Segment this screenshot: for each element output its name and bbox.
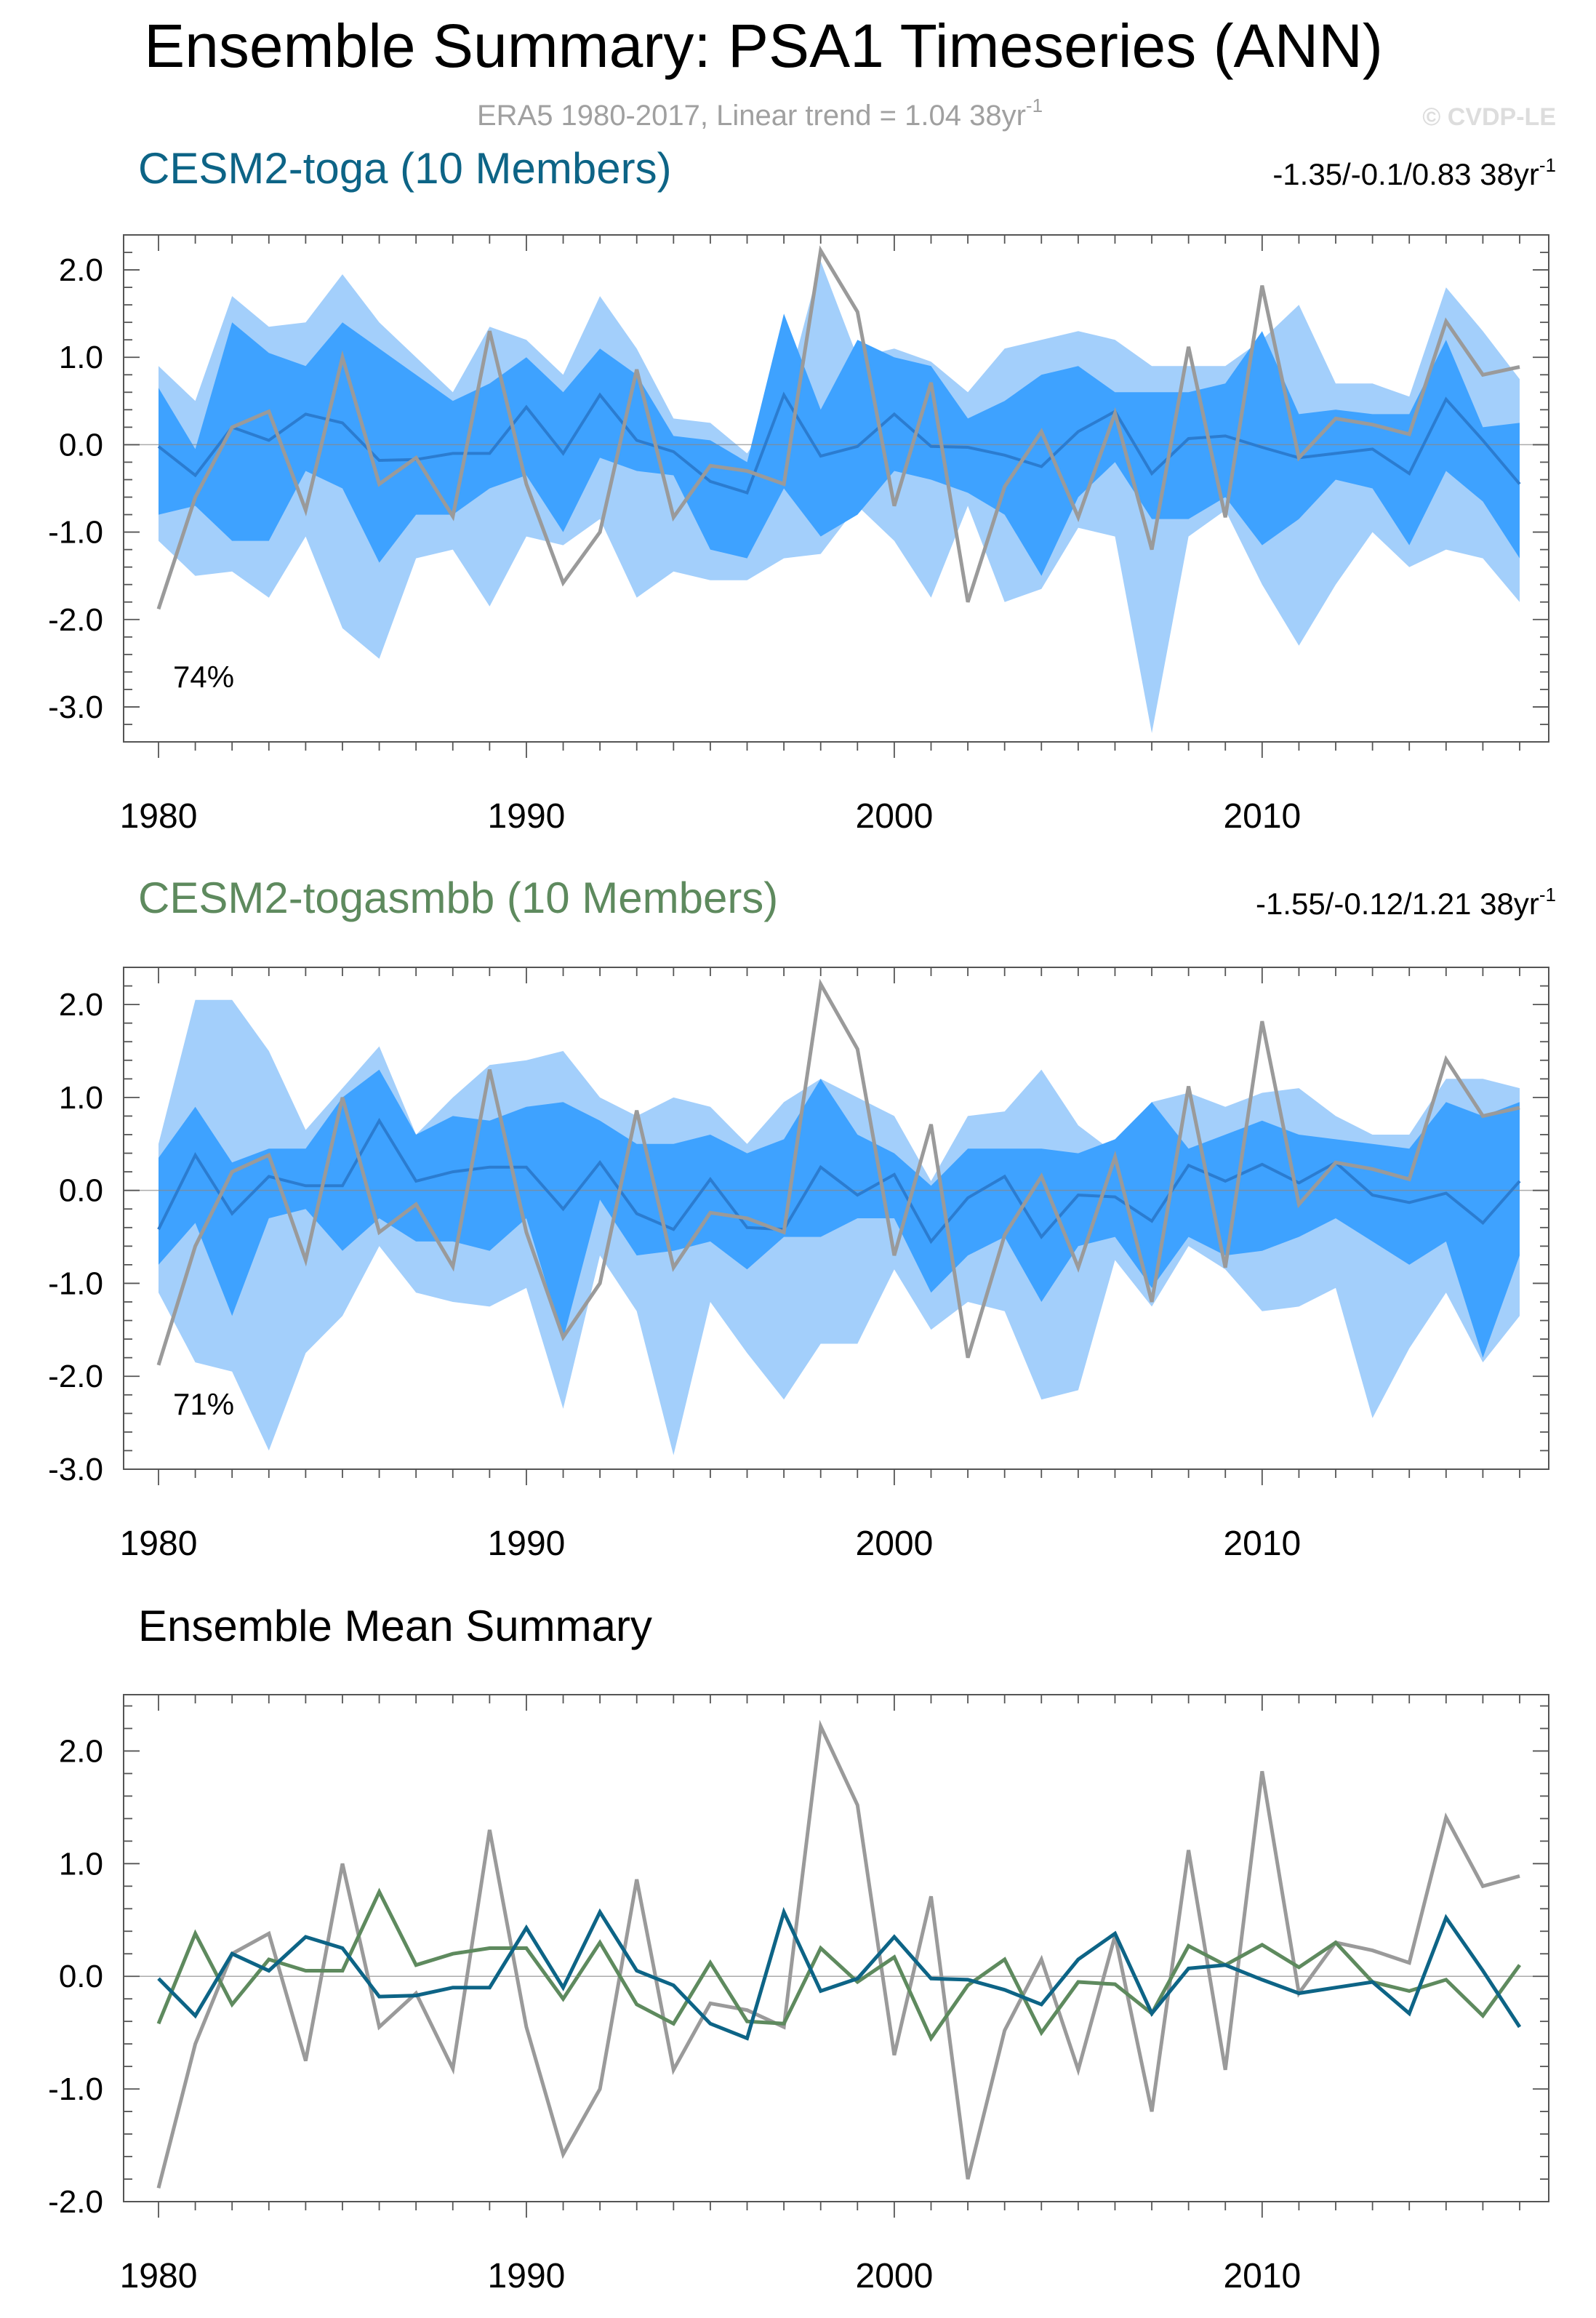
obs-line xyxy=(156,245,1520,610)
xtick-label: 2000 xyxy=(856,797,934,836)
series-line-era5 xyxy=(156,1719,1520,2189)
xtick-label: 1990 xyxy=(488,2257,566,2295)
ytick-label: -2.0 xyxy=(48,602,103,638)
panel-2: CESM2-togasmbb (10 Members) -1.55/-0.12/1… xyxy=(48,874,1556,1563)
ytick-label: -1.0 xyxy=(48,515,103,551)
ytick-label: 2.0 xyxy=(59,1733,103,1769)
percent-label: 74% xyxy=(173,660,234,694)
plot-frame xyxy=(123,967,1549,1470)
figure-subtitle-sup: -1 xyxy=(1026,95,1043,116)
xtick-label: 2000 xyxy=(856,2257,934,2295)
xtick-label: 1980 xyxy=(120,797,198,836)
xtick-label: 2010 xyxy=(1223,1524,1301,1563)
trend-label-sup: -1 xyxy=(1539,154,1556,176)
figure-title: Ensemble Summary: PSA1 Timeseries (ANN) xyxy=(144,12,1383,80)
trend-label-main: -1.55/-0.12/1.21 38yr xyxy=(1256,887,1539,921)
percent-label: 71% xyxy=(173,1387,234,1421)
series-line-cesm2-togasmbb xyxy=(156,1887,1522,2042)
figure-subtitle-main: ERA5 1980-2017, Linear trend = 1.04 38yr xyxy=(477,100,1026,132)
plot-frame xyxy=(123,1694,1549,2202)
xtick-label: 1990 xyxy=(488,1524,566,1563)
ytick-label: 0.0 xyxy=(59,427,103,463)
ytick-label: -2.0 xyxy=(48,1359,103,1394)
panel-1: CESM2-toga (10 Members) -1.35/-0.1/0.83 3… xyxy=(48,144,1556,836)
obs-line xyxy=(156,978,1520,1366)
ytick-label: -3.0 xyxy=(48,690,103,725)
ensemble-mean-line xyxy=(157,391,1521,495)
panel-3: Ensemble Mean Summary 2.0 1.0 0.0 -1.0 -2.0 19… xyxy=(48,1602,1549,2295)
ytick-label: -3.0 xyxy=(48,1452,103,1487)
xtick-label: 1980 xyxy=(120,2257,198,2295)
watermark: © CVDP-LE xyxy=(1422,103,1556,131)
ytick-label: 2.0 xyxy=(59,252,103,288)
panels: CESM2-toga (10 Members) -1.35/-0.1/0.83 3… xyxy=(48,144,1556,2295)
trend-label-main: -1.35/-0.1/0.83 38yr xyxy=(1272,157,1539,191)
xtick-label: 1990 xyxy=(488,797,566,836)
series-line-cesm2-toga xyxy=(157,1906,1522,2041)
ytick-label: -1.0 xyxy=(48,1266,103,1301)
xtick-label: 2010 xyxy=(1223,2257,1301,2295)
ytick-label: 1.0 xyxy=(59,1846,103,1882)
ytick-label: 0.0 xyxy=(59,1173,103,1209)
ytick-label: 0.0 xyxy=(59,1959,103,1994)
xtick-label: 1980 xyxy=(120,1524,198,1563)
ytick-label: 1.0 xyxy=(59,1080,103,1116)
panel-title: Ensemble Mean Summary xyxy=(138,1602,652,1650)
xtick-label: 2010 xyxy=(1223,797,1301,836)
ytick-label: -1.0 xyxy=(48,2071,103,2107)
xtick-label: 2000 xyxy=(856,1524,934,1563)
trend-label-sup: -1 xyxy=(1539,884,1556,906)
plot-frame xyxy=(123,234,1549,743)
figure-subtitle: ERA5 1980-2017, Linear trend = 1.04 38yr… xyxy=(477,95,1043,132)
trend-label: -1.35/-0.1/0.83 38yr-1 xyxy=(1272,154,1556,191)
panel-title: CESM2-toga (10 Members) xyxy=(138,144,672,193)
panel-title: CESM2-togasmbb (10 Members) xyxy=(138,874,778,922)
trend-label: -1.55/-0.12/1.21 38yr-1 xyxy=(1256,884,1556,921)
ytick-label: 1.0 xyxy=(59,340,103,375)
ytick-label: -2.0 xyxy=(48,2184,103,2220)
ytick-label: 2.0 xyxy=(59,987,103,1023)
